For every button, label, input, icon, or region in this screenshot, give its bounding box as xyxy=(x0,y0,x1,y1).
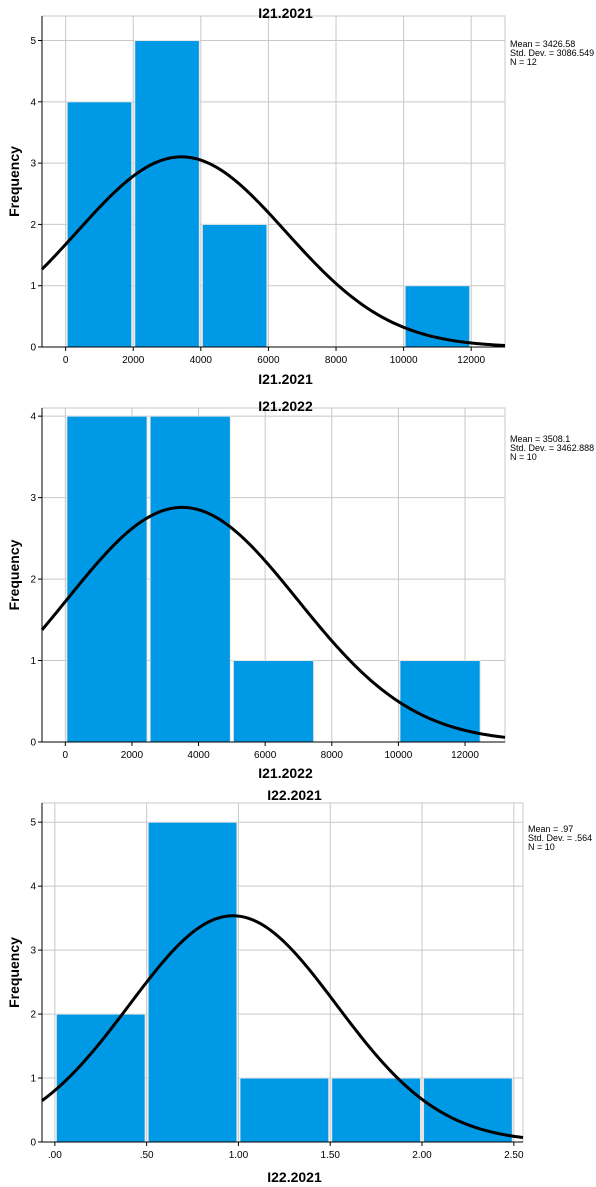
y-tick-label: 2 xyxy=(30,575,36,586)
y-tick-label: 1 xyxy=(30,656,36,667)
y-tick-label: 0 xyxy=(30,738,36,749)
x-tick-label: 2000 xyxy=(121,750,144,761)
y-tick-label: 5 xyxy=(30,36,36,47)
y-tick-label: 2 xyxy=(30,1010,36,1021)
y-tick-label: 4 xyxy=(30,412,36,423)
histogram-bar xyxy=(66,101,133,348)
histogram-bar xyxy=(147,821,238,1143)
x-tick-label: 1.50 xyxy=(320,1150,340,1161)
y-tick-label: 1 xyxy=(30,1074,36,1085)
y-axis-title: Frequency xyxy=(6,937,22,1008)
x-tick-label: 4000 xyxy=(190,355,213,366)
x-tick-label: 2.50 xyxy=(504,1150,524,1161)
x-tick-label: 10000 xyxy=(385,750,413,761)
x-tick-label: 6000 xyxy=(257,355,280,366)
stats-annotation: N = 10 xyxy=(510,452,537,462)
histogram-bar xyxy=(55,1013,146,1143)
stats-annotation: N = 10 xyxy=(528,842,555,852)
x-tick-label: 0 xyxy=(63,750,69,761)
histogram-bar xyxy=(149,415,231,743)
y-tick-label: 5 xyxy=(30,818,36,829)
stats-annotation: Std. Dev. = 3462.888 xyxy=(510,443,594,453)
y-tick-label: 0 xyxy=(30,1138,36,1149)
x-tick-label: 12000 xyxy=(457,355,485,366)
y-axis-title: Frequency xyxy=(6,539,22,610)
normal-curve xyxy=(40,505,506,739)
x-tick-label: 10000 xyxy=(390,355,418,366)
y-axis-title: Frequency xyxy=(6,146,22,217)
y-tick-label: 0 xyxy=(30,343,36,354)
y-tick-label: 3 xyxy=(30,946,36,957)
chart-title: I21.2022 xyxy=(258,398,313,414)
stats-annotation: Std. Dev. = .564 xyxy=(528,833,592,843)
histogram-bar xyxy=(134,40,200,348)
histogram-bar xyxy=(399,660,481,743)
x-tick-label: 2.00 xyxy=(412,1150,432,1161)
x-tick-label: 8000 xyxy=(325,355,348,366)
x-axis-title: I21.2021 xyxy=(258,371,313,387)
histogram-bar xyxy=(201,223,268,348)
normal-curve xyxy=(41,914,524,1140)
histogram-bar xyxy=(239,1077,330,1143)
stats-annotation: Mean = .97 xyxy=(528,824,573,834)
histogram-bar xyxy=(331,1077,422,1143)
x-axis-title: I21.2022 xyxy=(258,765,313,781)
stats-annotation: N = 12 xyxy=(510,57,537,67)
stats-annotation: Mean = 3426.58 xyxy=(510,39,575,49)
x-axis-title: I22.2021 xyxy=(267,1169,322,1185)
y-tick-label: 4 xyxy=(30,882,36,893)
chart-title: I21.2021 xyxy=(258,5,313,21)
stats-annotation: Std. Dev. = 3086.549 xyxy=(510,48,594,58)
histogram-bar xyxy=(232,660,315,743)
y-tick-label: 1 xyxy=(30,281,36,292)
y-tick-label: 4 xyxy=(30,97,36,108)
y-tick-label: 3 xyxy=(30,159,36,170)
y-tick-label: 2 xyxy=(30,220,36,231)
x-tick-label: 4000 xyxy=(187,750,210,761)
x-tick-label: .50 xyxy=(140,1150,154,1161)
x-tick-label: 0 xyxy=(63,355,69,366)
x-tick-label: 8000 xyxy=(321,750,344,761)
normal-curve xyxy=(40,155,506,347)
chart-panel-2 xyxy=(38,407,506,746)
x-tick-label: 6000 xyxy=(254,750,277,761)
stats-annotation: Mean = 3508.1 xyxy=(510,434,570,444)
chart-panel-1 xyxy=(38,15,506,351)
x-tick-label: 1.00 xyxy=(229,1150,249,1161)
x-tick-label: 2000 xyxy=(122,355,145,366)
x-tick-label: 12000 xyxy=(451,750,479,761)
chart-title: I22.2021 xyxy=(267,787,322,803)
histogram-bar xyxy=(66,415,148,743)
y-tick-label: 3 xyxy=(30,493,36,504)
chart-panel-3 xyxy=(38,802,524,1146)
x-tick-label: .00 xyxy=(48,1150,62,1161)
